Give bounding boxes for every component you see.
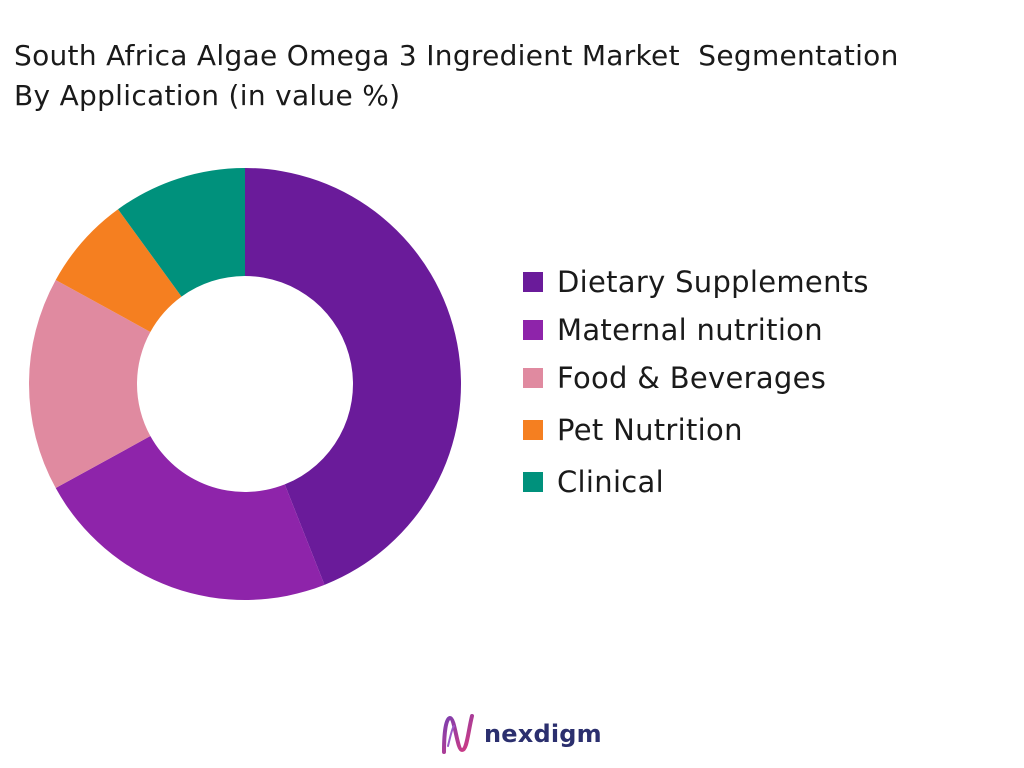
legend-label: Clinical	[557, 465, 664, 499]
legend-label: Pet Nutrition	[557, 413, 743, 447]
brand-name: nexdigm	[484, 720, 602, 748]
nexdigm-logo-icon	[442, 714, 474, 754]
legend-label: Maternal nutrition	[557, 313, 823, 347]
legend-swatch	[523, 420, 543, 440]
donut-slice-maternal-nutrition	[55, 436, 325, 600]
donut-slice-clinical	[118, 168, 245, 297]
chart-title-line: By Application (in value %)	[14, 79, 401, 112]
brand-logo: nexdigm	[440, 712, 602, 756]
donut-slice-dietary-supplements	[245, 168, 462, 585]
chart-title-line: South Africa Algae Omega 3 Ingredient Ma…	[14, 39, 899, 72]
legend-item: Pet Nutrition	[523, 410, 743, 450]
legend-swatch	[523, 272, 543, 292]
legend-swatch	[523, 472, 543, 492]
legend-swatch	[523, 320, 543, 340]
legend-swatch	[523, 368, 543, 388]
legend-item: Food & Beverages	[523, 358, 826, 398]
legend-label: Dietary Supplements	[557, 265, 869, 299]
donut-slices	[28, 168, 462, 600]
legend-item: Maternal nutrition	[523, 310, 823, 350]
donut-slice-pet-nutrition	[55, 209, 182, 332]
legend-item: Dietary Supplements	[523, 262, 869, 302]
chart-title: South Africa Algae Omega 3 Ingredient Ma…	[14, 36, 1014, 116]
legend-label: Food & Beverages	[557, 361, 827, 395]
donut-slice-food-beverages	[28, 279, 151, 489]
legend-item: Clinical	[523, 462, 664, 502]
